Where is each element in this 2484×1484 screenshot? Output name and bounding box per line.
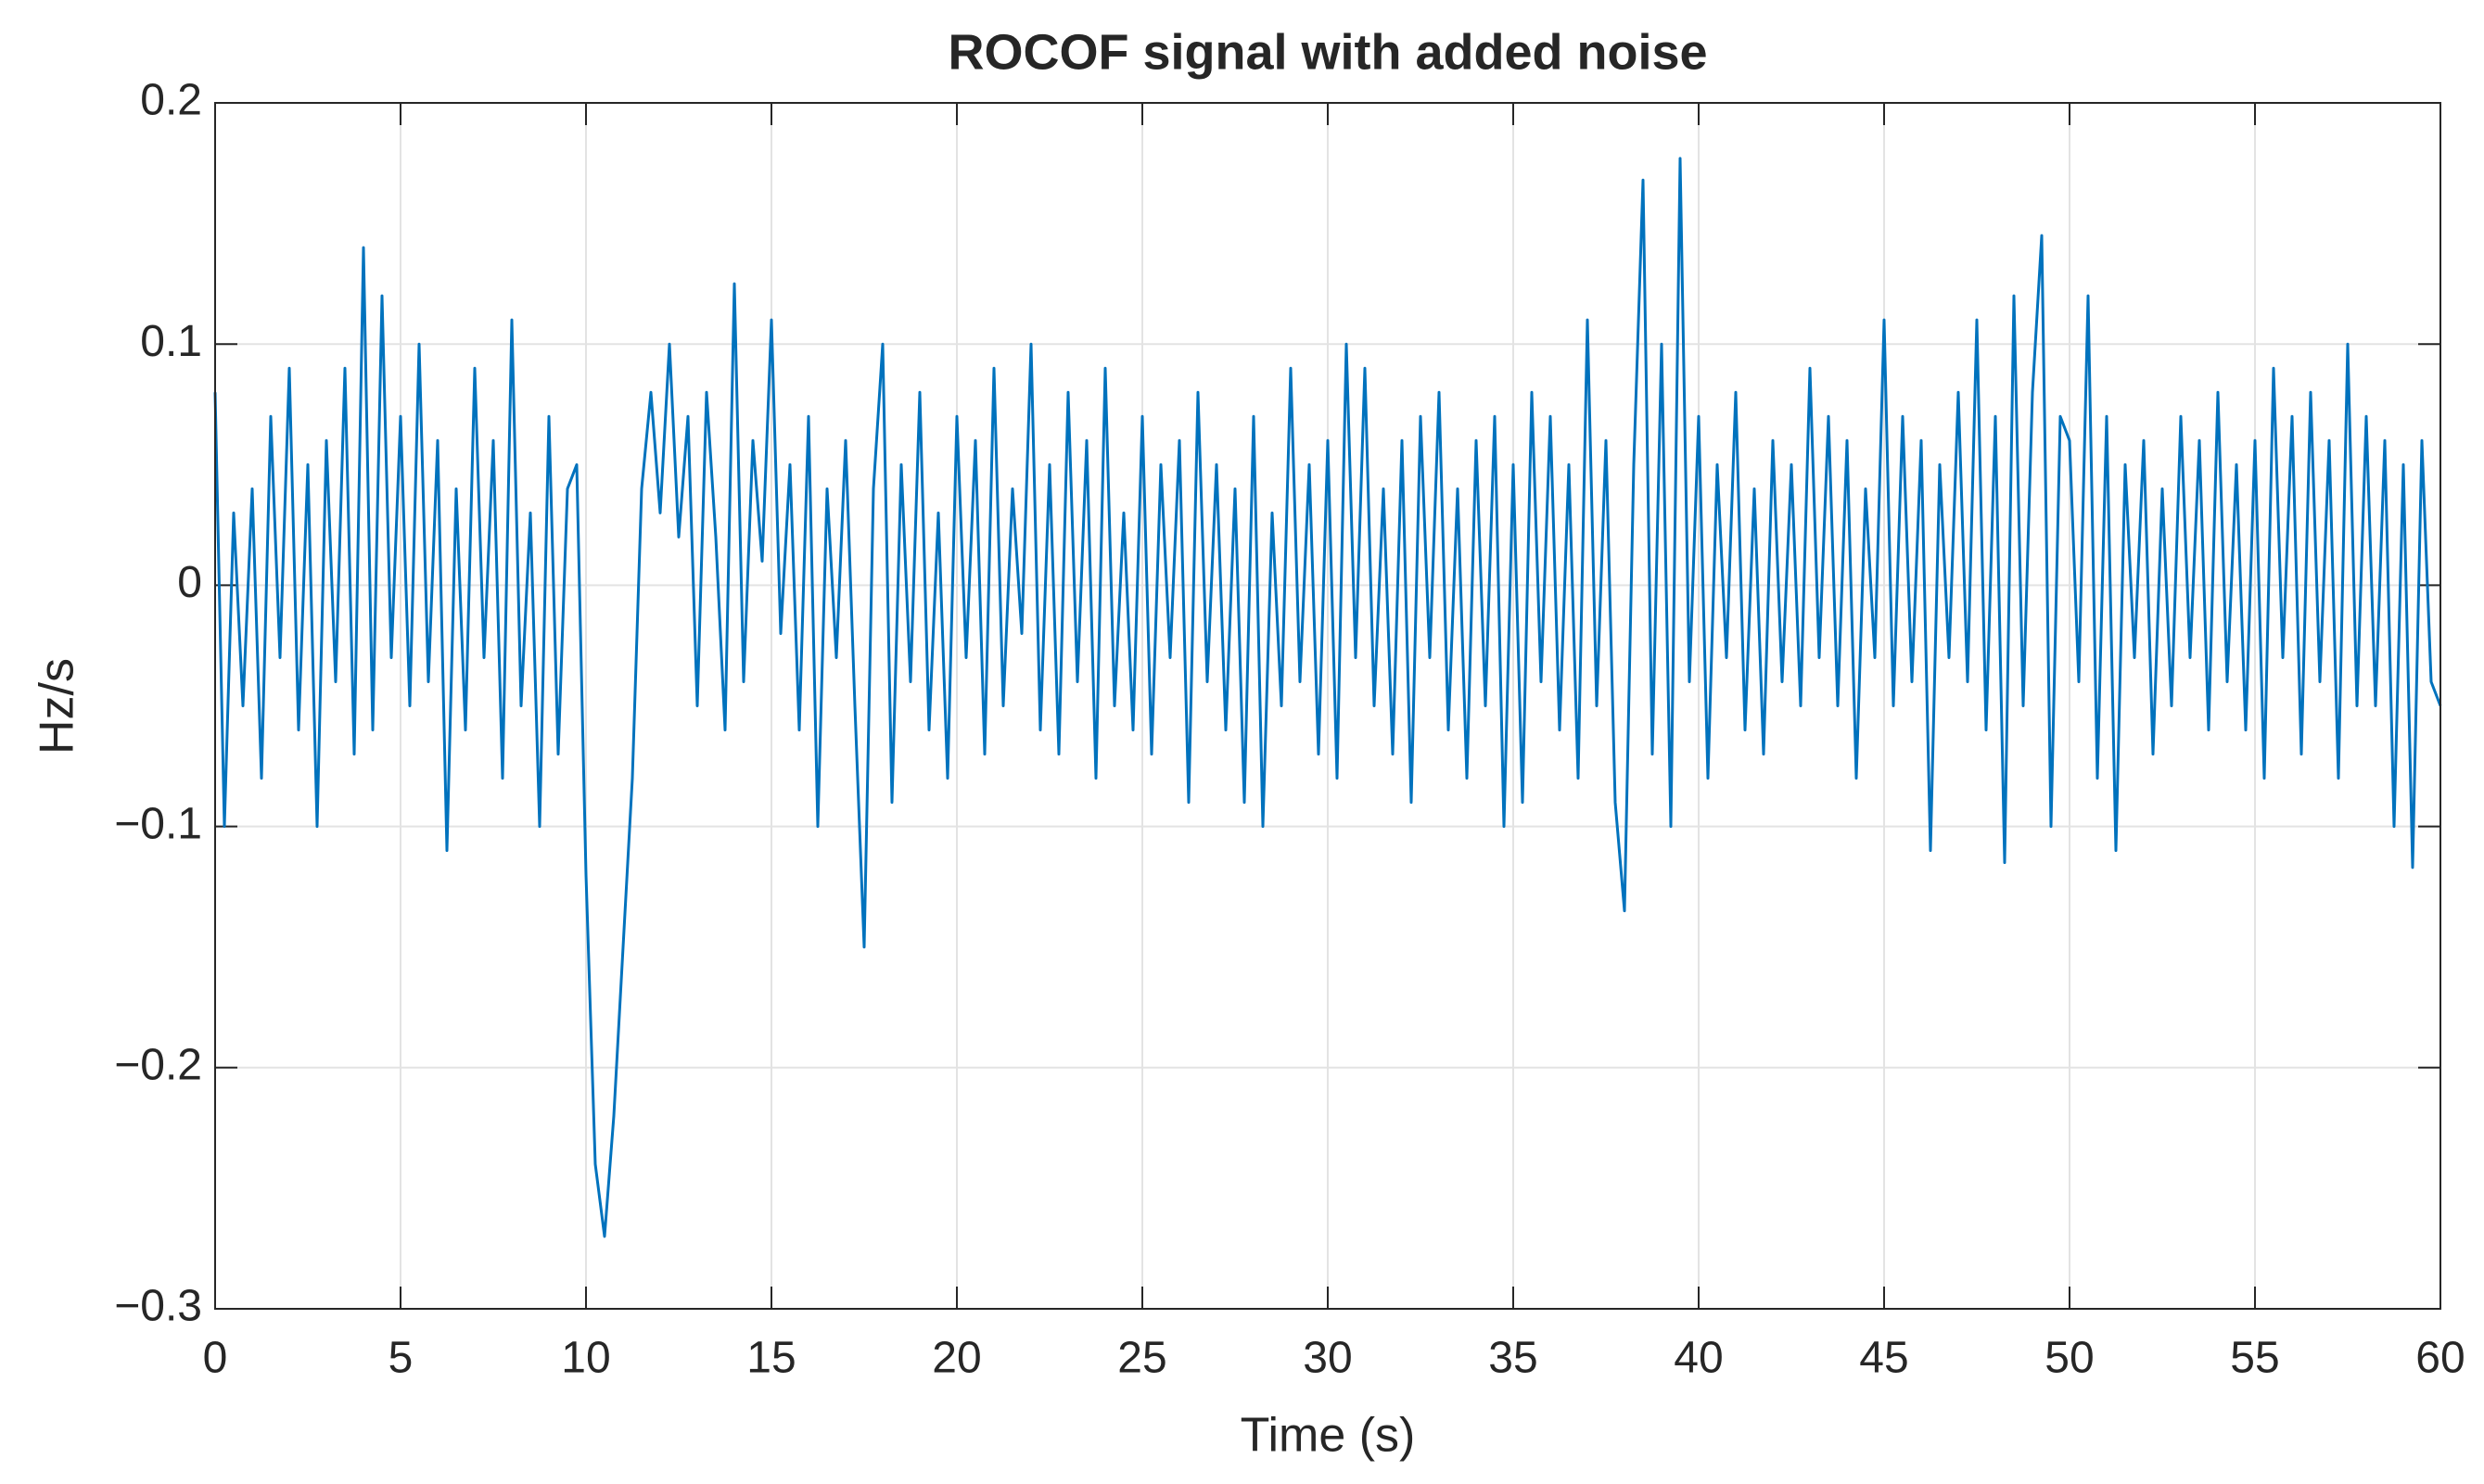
x-tick-label: 40 xyxy=(1674,1334,1723,1383)
x-tick-label: 25 xyxy=(1117,1334,1166,1383)
x-tick-label: 60 xyxy=(2415,1334,2465,1383)
x-axis-label: Time (s) xyxy=(1241,1409,1416,1463)
x-tick-label: 5 xyxy=(389,1334,414,1383)
y-axis-label: Hz/s xyxy=(31,658,84,755)
x-tick-label: 20 xyxy=(932,1334,981,1383)
plot-frame xyxy=(214,102,2441,1310)
y-tick-label: −0.1 xyxy=(114,799,202,848)
x-tick-label: 15 xyxy=(746,1334,796,1383)
chart-title: ROCOF signal with added noise xyxy=(948,24,1707,80)
y-tick-label: 0.2 xyxy=(140,76,202,125)
y-tick-label: 0.1 xyxy=(140,317,202,366)
x-tick-label: 55 xyxy=(2230,1334,2279,1383)
y-tick-label: 0 xyxy=(177,558,202,607)
x-tick-label: 45 xyxy=(1859,1334,1908,1383)
data-line xyxy=(213,157,2442,1238)
x-tick-label: 10 xyxy=(561,1334,610,1383)
x-tick-label: 0 xyxy=(203,1334,228,1383)
y-tick-label: −0.2 xyxy=(114,1040,202,1089)
y-tick-label: −0.3 xyxy=(114,1282,202,1331)
x-tick-label: 35 xyxy=(1488,1334,1537,1383)
x-tick-label: 50 xyxy=(2045,1334,2094,1383)
x-tick-label: 30 xyxy=(1303,1334,1352,1383)
